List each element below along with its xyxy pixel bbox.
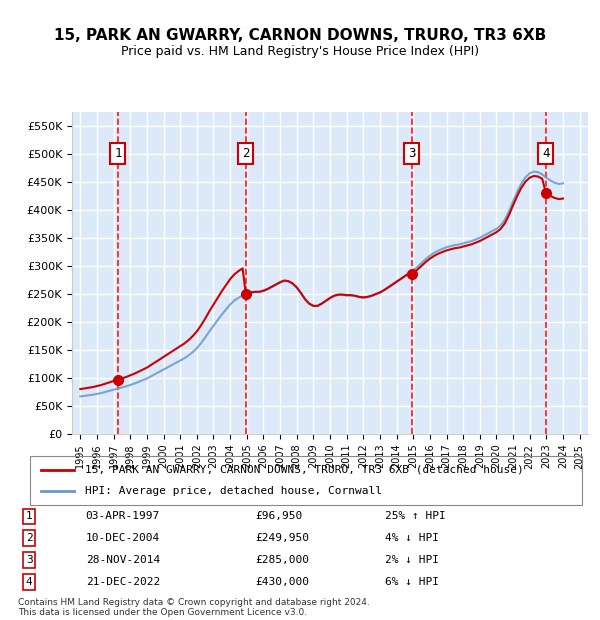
Text: £285,000: £285,000 <box>255 555 309 565</box>
Text: 3: 3 <box>26 555 32 565</box>
Text: £96,950: £96,950 <box>255 512 302 521</box>
Text: Price paid vs. HM Land Registry's House Price Index (HPI): Price paid vs. HM Land Registry's House … <box>121 45 479 58</box>
Text: 4: 4 <box>26 577 32 587</box>
Text: 6% ↓ HPI: 6% ↓ HPI <box>385 577 439 587</box>
Text: 21-DEC-2022: 21-DEC-2022 <box>86 577 160 587</box>
Text: 4: 4 <box>542 147 550 160</box>
Text: 15, PARK AN GWARRY, CARNON DOWNS, TRURO, TR3 6XB (detached house): 15, PARK AN GWARRY, CARNON DOWNS, TRURO,… <box>85 464 524 474</box>
Text: 25% ↑ HPI: 25% ↑ HPI <box>385 512 445 521</box>
Text: 2: 2 <box>242 147 250 160</box>
Text: £430,000: £430,000 <box>255 577 309 587</box>
Text: 1: 1 <box>114 147 122 160</box>
Text: 15, PARK AN GWARRY, CARNON DOWNS, TRURO, TR3 6XB: 15, PARK AN GWARRY, CARNON DOWNS, TRURO,… <box>54 28 546 43</box>
Text: 2% ↓ HPI: 2% ↓ HPI <box>385 555 439 565</box>
Text: 2: 2 <box>26 533 32 543</box>
Text: 28-NOV-2014: 28-NOV-2014 <box>86 555 160 565</box>
Text: 4% ↓ HPI: 4% ↓ HPI <box>385 533 439 543</box>
Text: 10-DEC-2004: 10-DEC-2004 <box>86 533 160 543</box>
Text: £249,950: £249,950 <box>255 533 309 543</box>
Text: Contains HM Land Registry data © Crown copyright and database right 2024.
This d: Contains HM Land Registry data © Crown c… <box>18 598 370 617</box>
Text: 03-APR-1997: 03-APR-1997 <box>86 512 160 521</box>
Text: 3: 3 <box>408 147 415 160</box>
Text: 1: 1 <box>26 512 32 521</box>
Text: HPI: Average price, detached house, Cornwall: HPI: Average price, detached house, Corn… <box>85 487 382 497</box>
